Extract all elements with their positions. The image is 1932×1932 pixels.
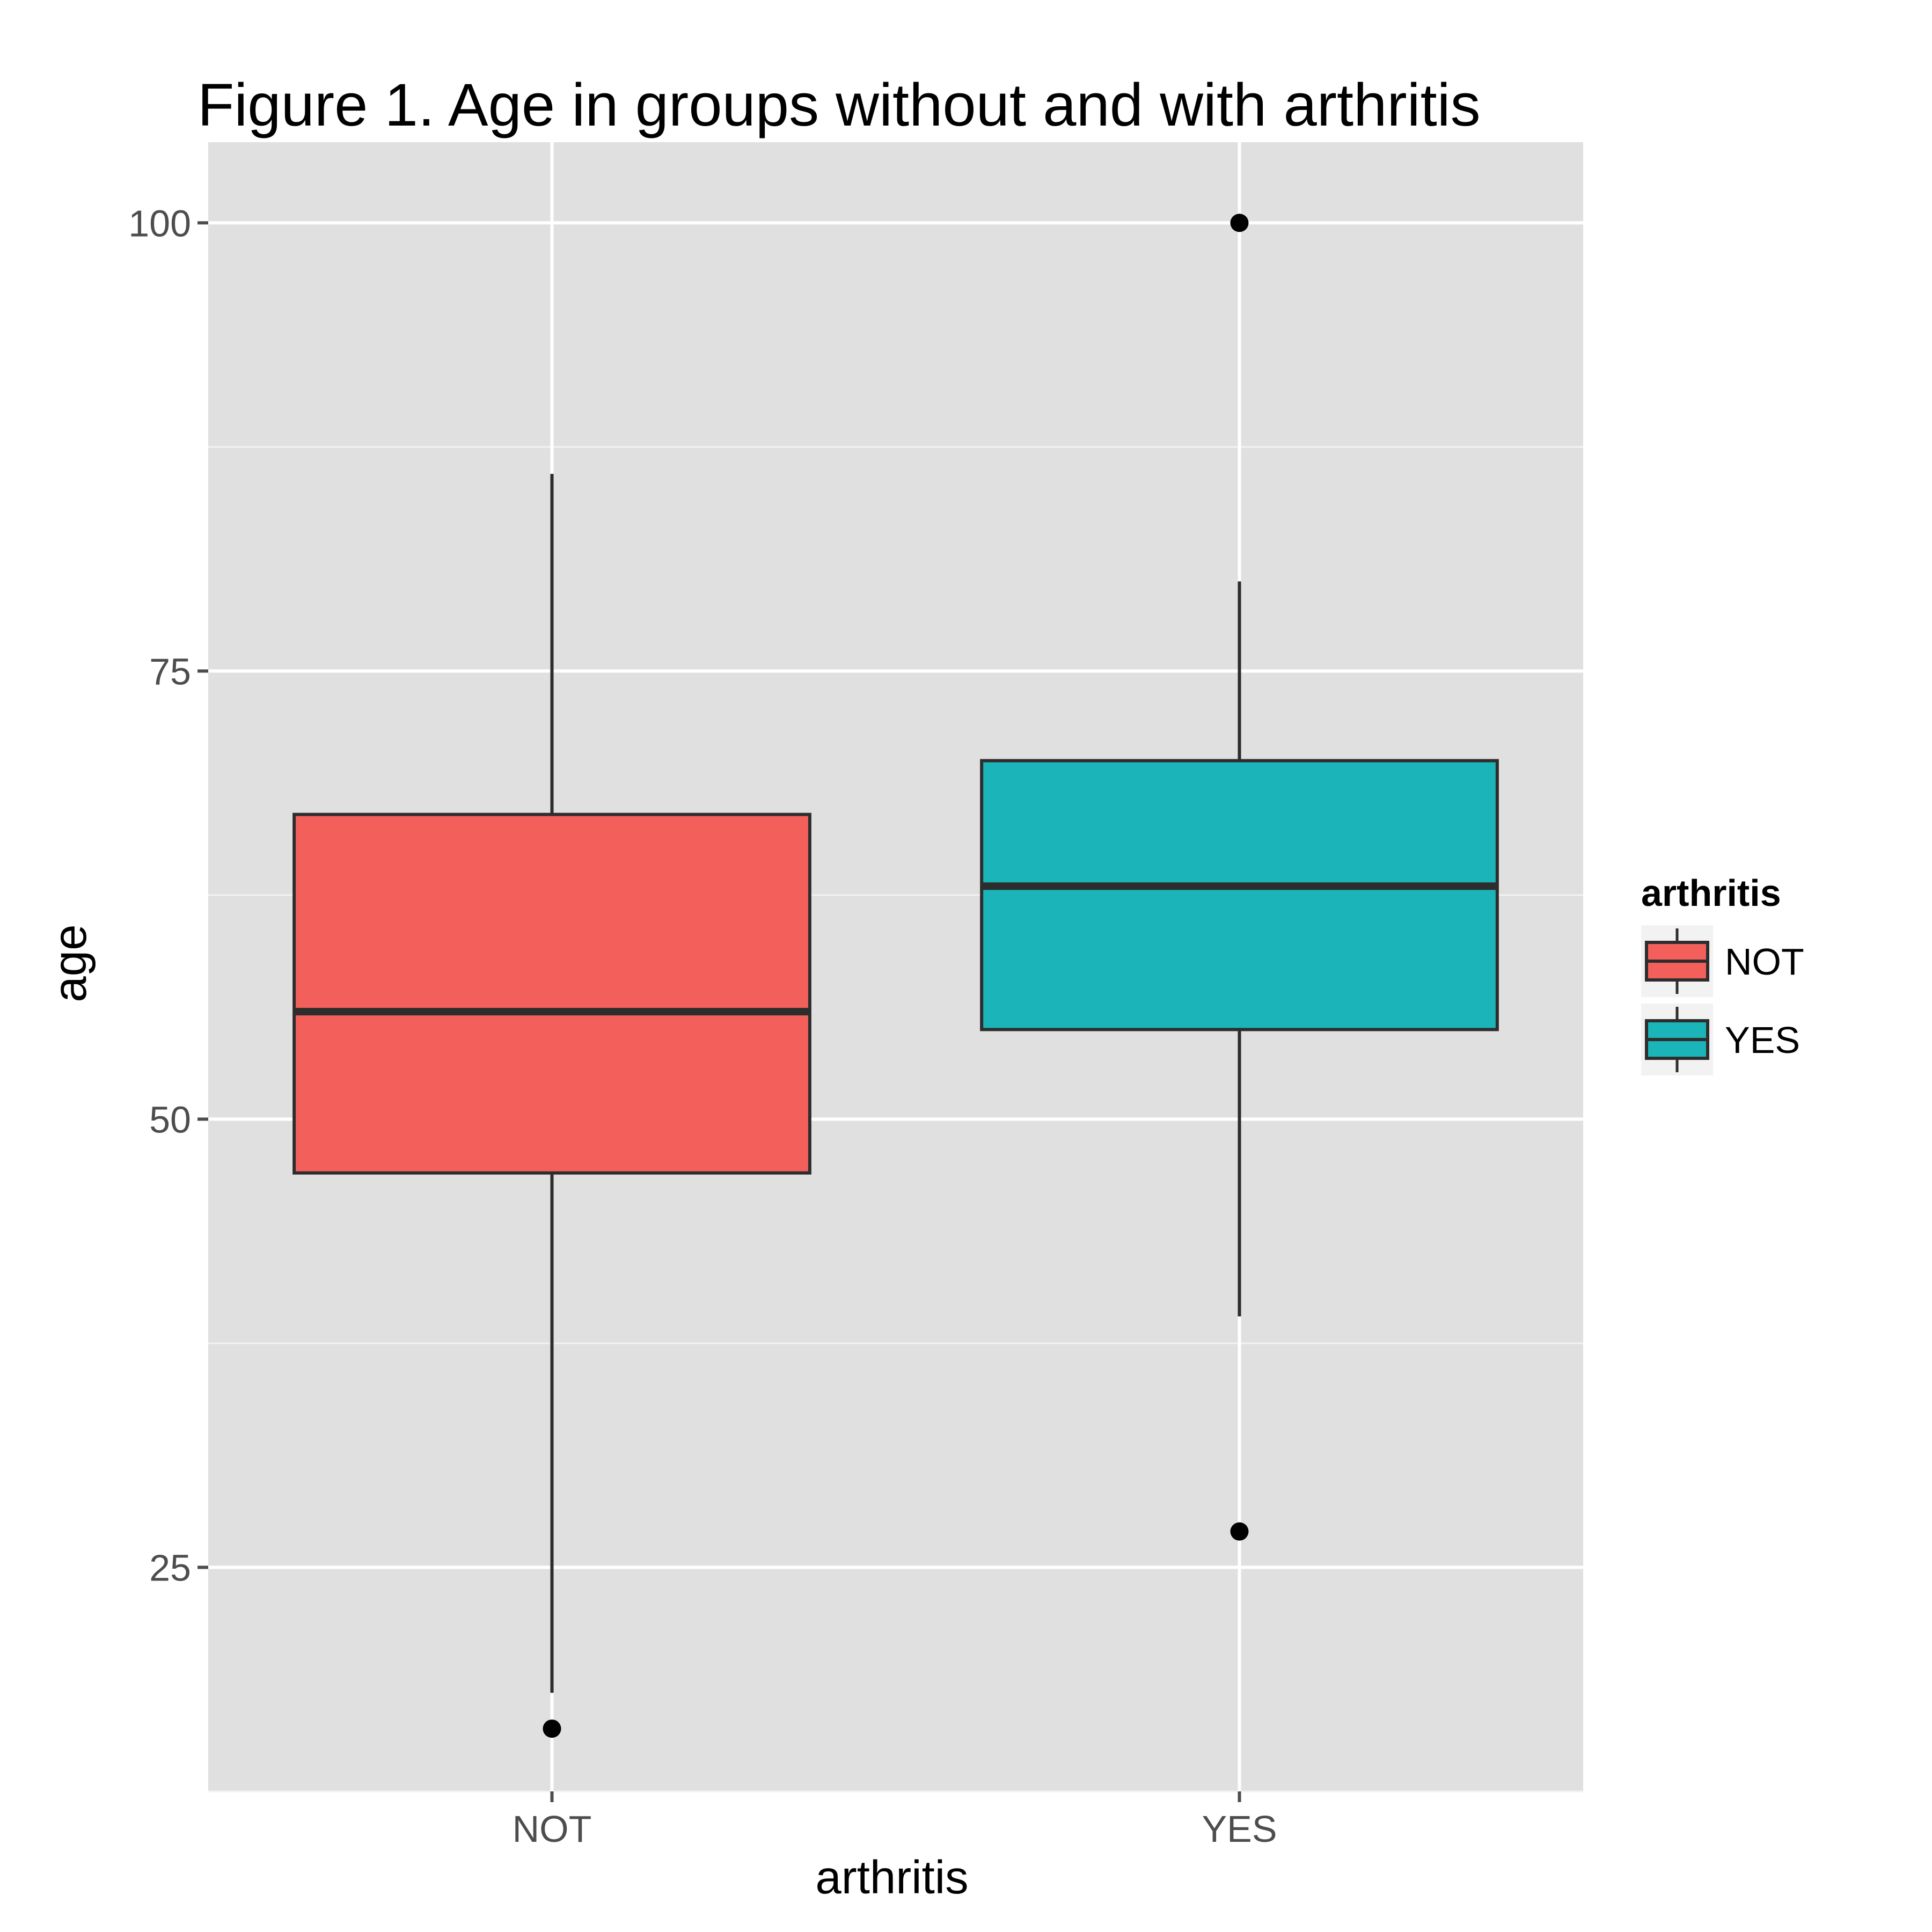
- chart-title: Figure 1. Age in groups without and with…: [197, 71, 1481, 138]
- outlier-point: [1230, 214, 1249, 232]
- legend: arthritis NOT YES: [1641, 872, 1804, 1075]
- y-tick-label: 25: [149, 1547, 191, 1589]
- box-series: [292, 214, 1499, 1738]
- y-axis-title: age: [44, 924, 96, 1002]
- box-iqr: [980, 759, 1499, 1031]
- y-tick-label: 50: [149, 1099, 191, 1140]
- y-tick-label: 100: [128, 202, 191, 244]
- outlier-point: [543, 1719, 561, 1738]
- outlier-point: [1230, 1522, 1249, 1541]
- legend-item-not: NOT: [1641, 925, 1804, 997]
- legend-label: YES: [1725, 1019, 1800, 1061]
- legend-label: NOT: [1725, 941, 1804, 983]
- box-yes: [980, 214, 1499, 1541]
- x-axis-title: arthritis: [815, 1851, 968, 1904]
- axes: 25 50 75 100 NOT YES: [128, 202, 1277, 1850]
- box-not: [292, 473, 811, 1738]
- x-tick-label: YES: [1202, 1808, 1277, 1850]
- legend-item-yes: YES: [1641, 1004, 1800, 1075]
- y-tick-label: 75: [149, 650, 191, 692]
- legend-title: arthritis: [1641, 872, 1781, 914]
- box-iqr: [292, 813, 811, 1175]
- x-tick-label: NOT: [513, 1808, 592, 1850]
